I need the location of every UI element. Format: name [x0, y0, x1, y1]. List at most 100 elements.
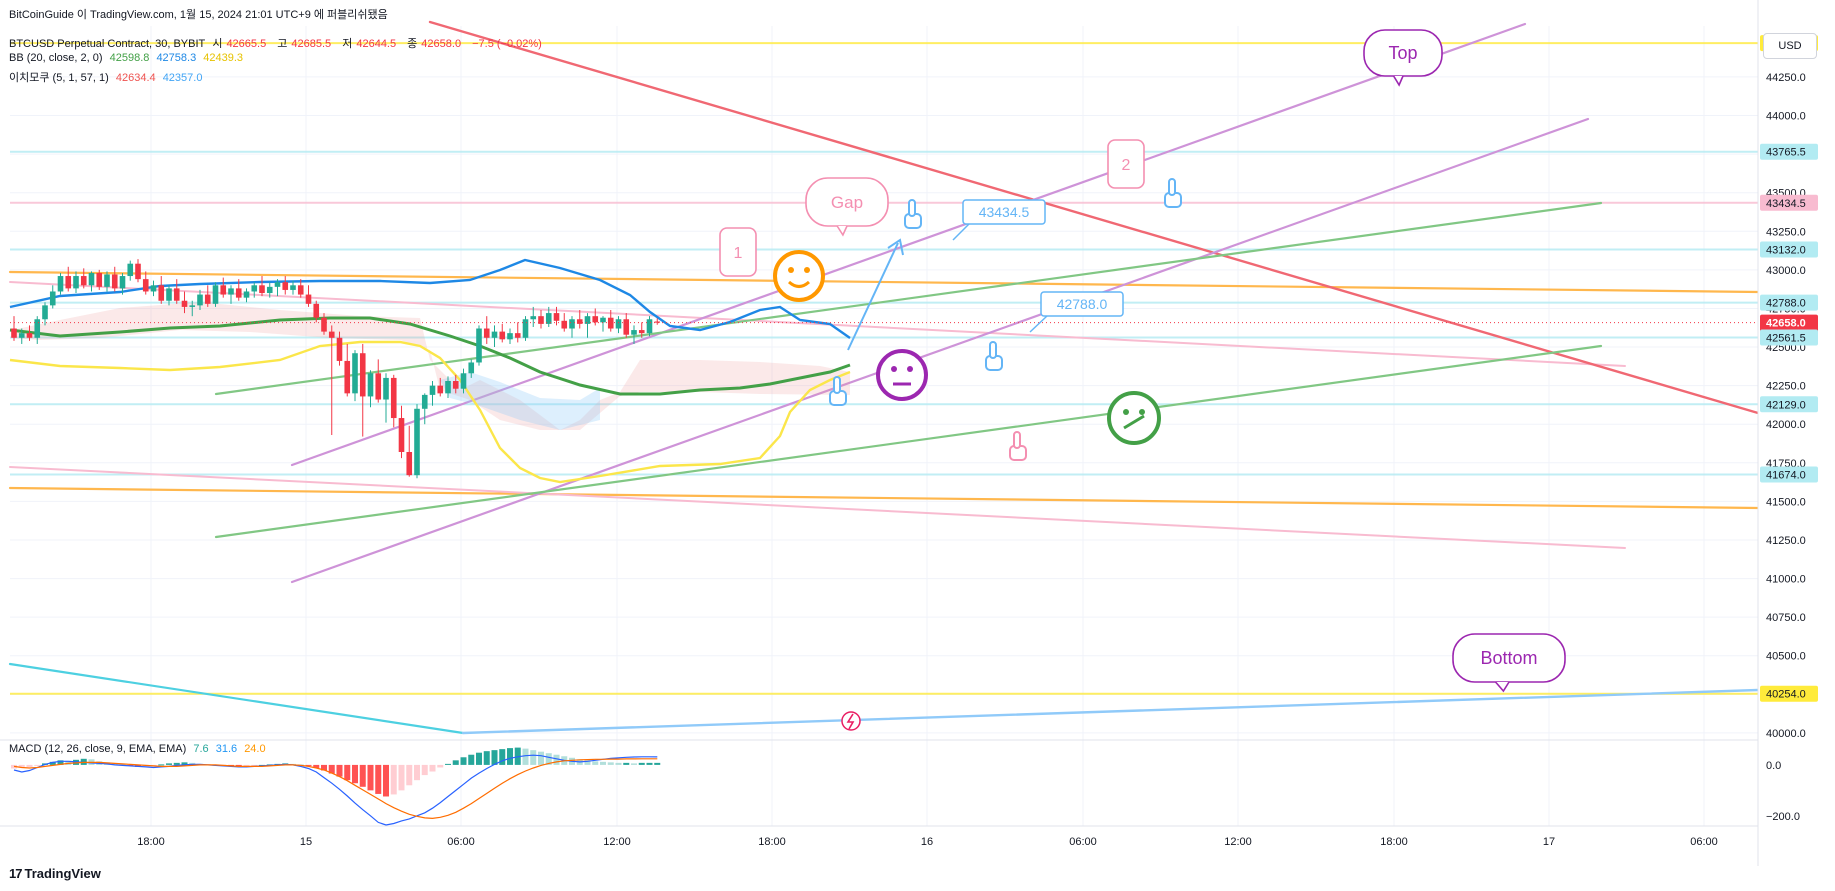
candle-body — [468, 362, 475, 374]
candle-body — [553, 313, 560, 321]
macd-histogram-bar — [584, 760, 591, 765]
candle-body — [460, 373, 467, 389]
x-tick-label: 16 — [921, 836, 933, 848]
y-tick-label: 44250.0 — [1766, 72, 1806, 84]
macd-histogram-bar — [359, 764, 366, 787]
macd-histogram-bar — [166, 763, 172, 765]
price-tag-text: 43765.5 — [1766, 147, 1806, 159]
candle-body — [398, 418, 405, 452]
candle-body — [251, 285, 258, 292]
price-label-42788-text: 42788.0 — [1057, 296, 1108, 312]
macd-histogram-bar — [251, 764, 258, 766]
price-label-42788: 42788.0 — [1029, 291, 1124, 333]
x-tick-label: 06:00 — [447, 836, 475, 848]
candle-body — [414, 408, 420, 476]
candle-body — [638, 330, 645, 334]
price-axis — [1758, 0, 1835, 891]
candle-body — [243, 291, 250, 298]
macd-hist-value: 7.6 — [193, 743, 209, 755]
x-tick-label: 17 — [1543, 836, 1555, 848]
y-tick-label: 42250.0 — [1766, 381, 1806, 393]
macd-y-tick-label: 0.0 — [1766, 760, 1781, 772]
candle-body — [328, 331, 335, 338]
macd-legend[interactable]: MACD (12, 26, close, 9, EMA, EMA) 7.6 31… — [9, 743, 270, 755]
macd-histogram-bar — [553, 754, 560, 765]
macd-histogram-bar — [437, 764, 444, 768]
wave-label-1-text: 1 — [734, 245, 743, 262]
hand-pointer-icon-finger — [1168, 178, 1176, 196]
macd-histogram-bar — [352, 764, 358, 784]
hand-pointer-icon — [1009, 431, 1027, 461]
macd-histogram-bar — [538, 751, 544, 765]
candle-body — [235, 288, 242, 298]
macd-histogram-bar — [638, 762, 645, 765]
gap-callout-text: Gap — [831, 193, 863, 212]
candle-body — [491, 331, 498, 338]
macd-histogram-bar — [421, 764, 428, 776]
candle-body — [522, 319, 529, 338]
candle-body — [507, 333, 513, 340]
wave-label-1-box — [719, 227, 757, 277]
trend-line — [8, 662, 465, 735]
macd-histogram-bar — [406, 764, 413, 786]
symbol-name[interactable]: BTCUSD Perpetual Contract, 30, BYBIT — [9, 38, 206, 50]
hand-pointer-icon — [985, 341, 1003, 371]
candle-body — [282, 282, 289, 290]
ichimoku-name: 이치모쿠 (5, 1, 57, 1) — [9, 72, 109, 84]
x-tick-label: 15 — [300, 836, 312, 848]
macd-histogram-bar — [499, 749, 506, 765]
y-tick-label: 41250.0 — [1766, 535, 1806, 547]
neutral-face-icon — [876, 349, 928, 401]
y-tick-label: 44000.0 — [1766, 111, 1806, 123]
candle-body — [561, 320, 568, 329]
price-tag — [1760, 194, 1818, 211]
candle-body — [42, 305, 48, 320]
candle-body — [158, 285, 165, 301]
candle-body — [383, 377, 389, 400]
macd-histogram-bar — [375, 764, 382, 794]
candle-body — [429, 385, 436, 395]
x-tick-label: 12:00 — [1224, 836, 1252, 848]
price-label-42788-pointer — [1029, 315, 1048, 333]
macd-histogram-bar — [522, 748, 529, 765]
price-tag-text: 42561.5 — [1766, 333, 1806, 345]
happy-face-icon-outline — [773, 250, 825, 302]
tradingview-logo-icon: 17 — [9, 866, 23, 881]
candle-body — [297, 285, 304, 295]
candle-body — [228, 288, 234, 295]
currency-button[interactable]: USD — [1763, 33, 1817, 59]
trend-line — [214, 344, 1603, 539]
candle-body — [592, 316, 599, 323]
candle-body — [259, 285, 265, 294]
bb-legend[interactable]: BB (20, close, 2, 0) 42598.8 42758.3 424… — [9, 52, 247, 64]
x-tick-label: 06:00 — [1690, 836, 1718, 848]
bb-upper-value: 42758.3 — [156, 52, 197, 64]
price-tag-text: 43132.0 — [1766, 244, 1806, 256]
tradingview-logo: 17 TradingView — [9, 866, 101, 881]
neutral-face-icon-outline — [876, 349, 928, 401]
bb-name: BB (20, close, 2, 0) — [9, 52, 103, 64]
x-tick-label: 18:00 — [137, 836, 165, 848]
candle-body — [266, 286, 273, 294]
candle-body — [80, 276, 87, 286]
bb-mid-value: 42598.8 — [109, 52, 150, 64]
price-tag — [1760, 329, 1818, 346]
macd-histogram-bar — [111, 763, 118, 765]
candle-body — [26, 333, 33, 338]
price-tag — [1760, 241, 1818, 258]
publisher-line: BitCoinGuide 이 TradingView.com, 1월 15, 2… — [9, 9, 388, 21]
trend-line — [9, 281, 1626, 367]
hand-pointer-icon-finger — [833, 376, 841, 394]
candle-body — [96, 272, 103, 287]
candle-body — [615, 319, 622, 329]
macd-histogram-bar — [607, 762, 614, 765]
candle-body — [181, 300, 188, 307]
candle-body — [111, 274, 118, 289]
top-callout: Top — [1363, 29, 1443, 87]
candle-body — [344, 360, 351, 394]
macd-histogram-bar — [49, 761, 56, 765]
ichimoku-legend[interactable]: 이치모쿠 (5, 1, 57, 1) 42634.4 42357.0 — [9, 69, 206, 85]
candle-body — [88, 272, 95, 286]
candle-body — [390, 377, 397, 419]
